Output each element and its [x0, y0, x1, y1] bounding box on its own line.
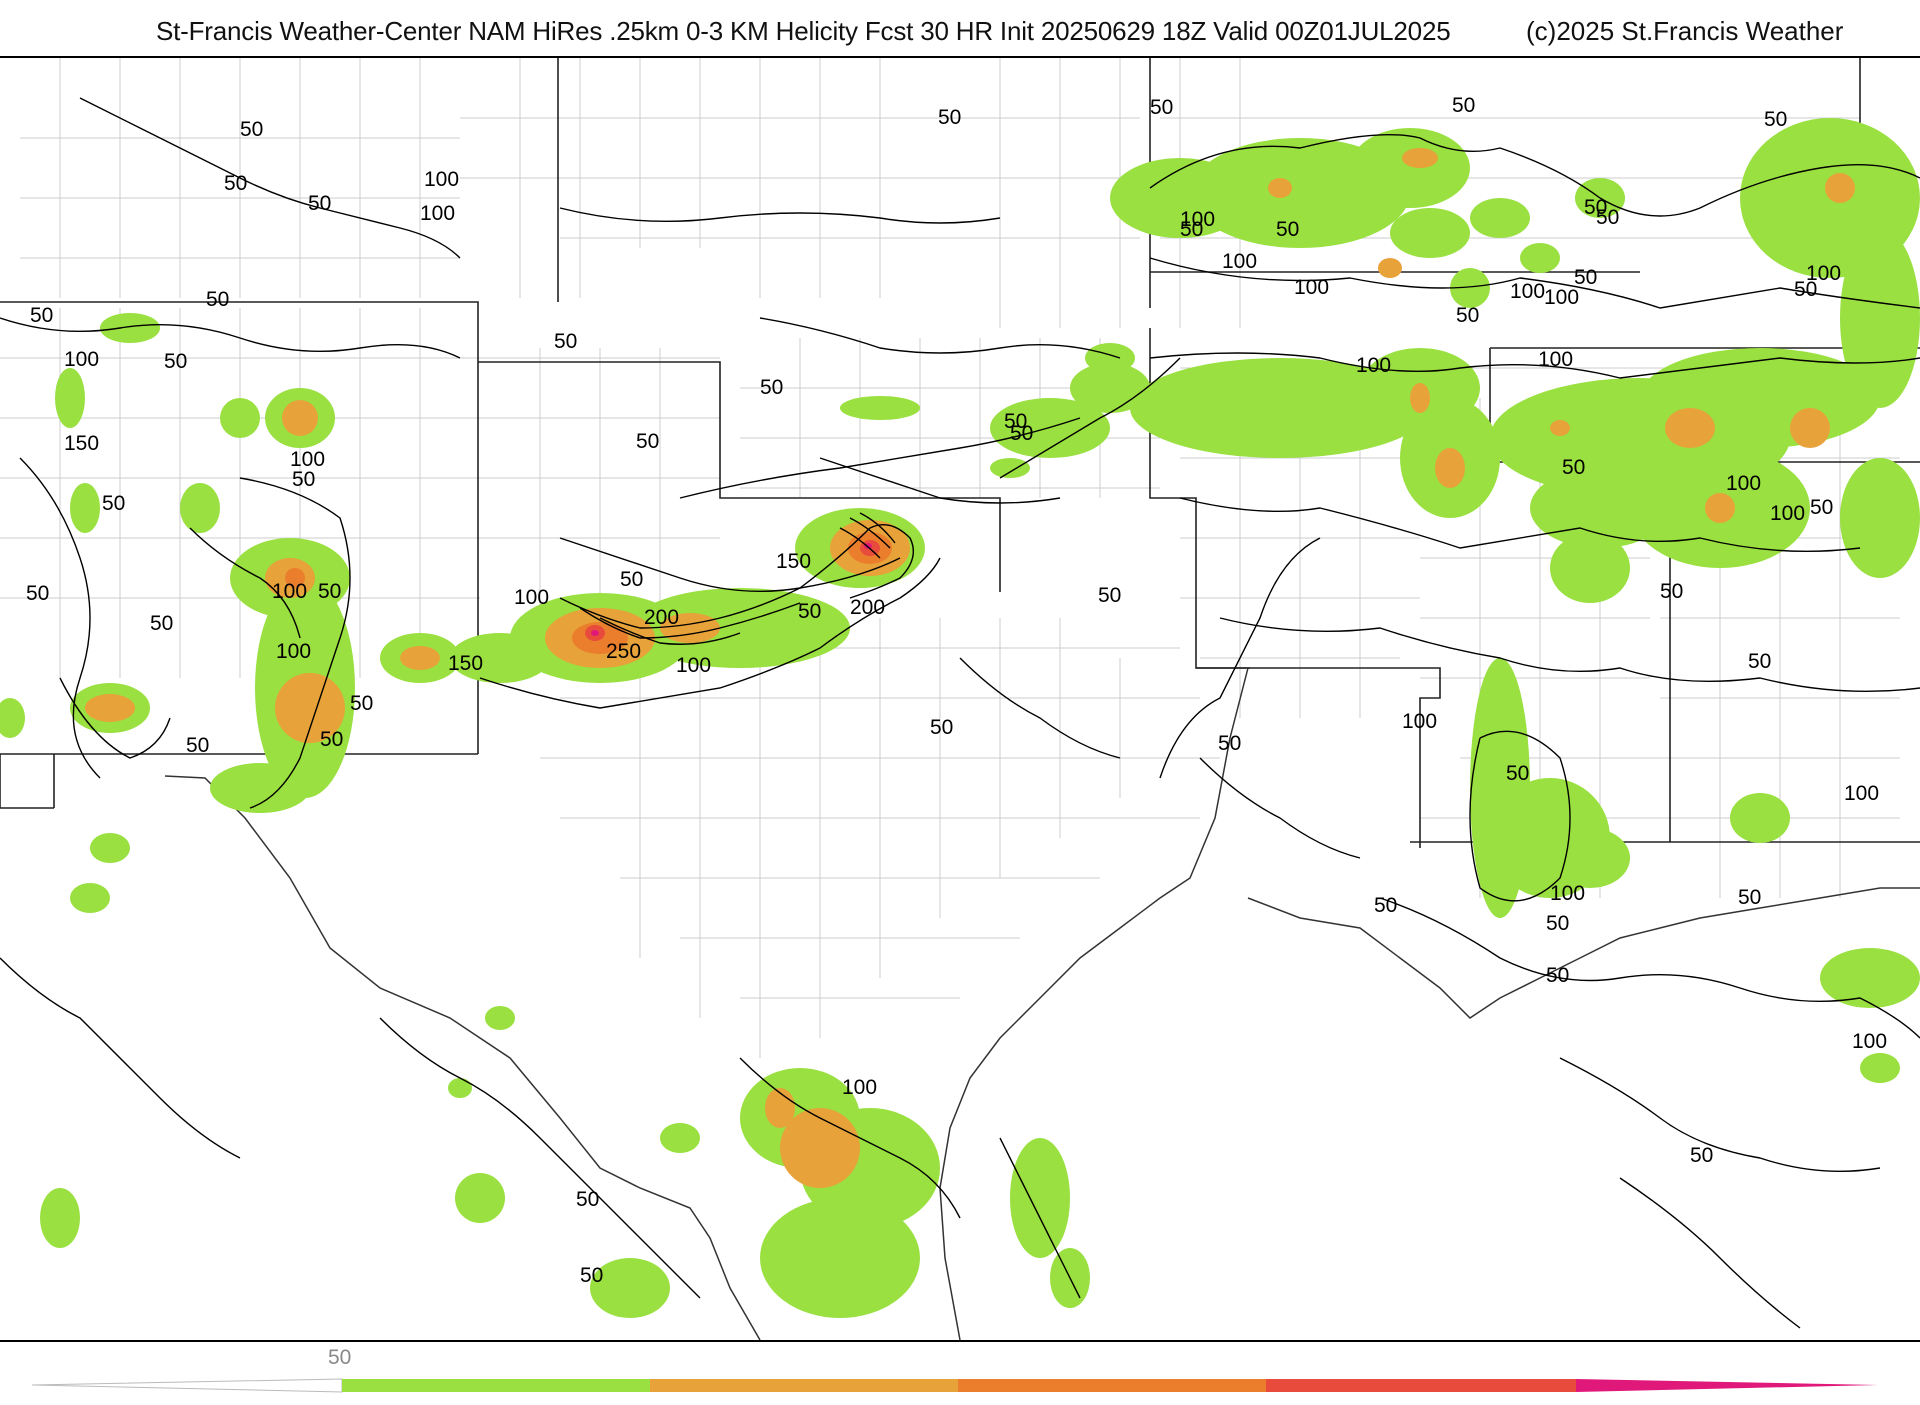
contour-label: 150: [64, 432, 99, 455]
helicity-contours: [0, 97, 1920, 1329]
colorbar-segment-100: [650, 1379, 958, 1392]
contour-label: 100: [1770, 502, 1805, 525]
contour-label: 100: [272, 580, 307, 603]
contour-label: 50: [164, 350, 187, 373]
colorbar-below-min: [31, 1378, 343, 1393]
contour-label: 50: [1794, 278, 1817, 301]
contour-label: 200: [644, 606, 679, 629]
contour-label: 50: [1098, 584, 1121, 607]
contour-label: 100: [1356, 354, 1391, 377]
contour-label: 50: [1660, 580, 1683, 603]
contour-label: 50: [1218, 732, 1241, 755]
colorbar-segment-250: [1576, 1379, 1878, 1392]
contour-label: 50: [1562, 456, 1585, 479]
map-title: St-Francis Weather-Center NAM HiRes .25k…: [156, 16, 1451, 46]
contour-label: 50: [102, 492, 125, 515]
contour-label: 50: [1456, 304, 1479, 327]
contour-label: 50: [350, 692, 373, 715]
contour-label: 100: [1844, 782, 1879, 805]
contour-label: 50: [760, 376, 783, 399]
contour-label: 50: [1452, 94, 1475, 117]
contour-label: 100: [842, 1076, 877, 1099]
contour-label: 50: [1764, 108, 1787, 131]
contour-label: 50: [26, 582, 49, 605]
contour-label: 100: [514, 586, 549, 609]
contour-label: 100: [1180, 208, 1215, 231]
contour-label: 100: [1538, 348, 1573, 371]
map-panel[interactable]: 50 50 50 100 100 50 50 50 50 50 50 50 50…: [0, 56, 1920, 1342]
contour-label: 50: [206, 288, 229, 311]
colorbar-segment-50: [342, 1379, 650, 1392]
county-borders: [0, 58, 1900, 1058]
helicity-map: 50 50 50 100 100 50 50 50 50 50 50 50 50…: [0, 58, 1920, 1340]
contour-label: 50: [798, 600, 821, 623]
contour-label: 50: [1738, 886, 1761, 909]
contour-label: 100: [276, 640, 311, 663]
contour-label: 100: [1544, 286, 1579, 309]
contour-label: 100: [420, 202, 455, 225]
contour-label: 50: [1748, 650, 1771, 673]
contour-label: 100: [1852, 1030, 1887, 1053]
contour-label: 200: [850, 596, 885, 619]
contour-label: 50: [930, 716, 953, 739]
contour-label: 50: [1506, 762, 1529, 785]
contour-label: 50: [1374, 894, 1397, 917]
contour-label: 50: [318, 580, 341, 603]
contour-labels: 50 50 50 100 100 50 50 50 50 50 50 50 50…: [26, 94, 1887, 1287]
contour-label: 100: [1510, 280, 1545, 303]
contour-label: 50: [224, 172, 247, 195]
copyright-notice: (c)2025 St.Francis Weather: [1526, 16, 1844, 46]
contour-label: 50: [580, 1264, 603, 1287]
contour-label: 250: [606, 640, 641, 663]
contour-label: 50: [186, 734, 209, 757]
contour-label: 100: [676, 654, 711, 677]
contour-label: 100: [1806, 262, 1841, 285]
contour-label: 50: [240, 118, 263, 141]
contour-label: 100: [1222, 250, 1257, 273]
title-bar: St-Francis Weather-Center NAM HiRes .25k…: [0, 0, 1920, 56]
contour-label: 50: [1004, 410, 1027, 433]
contour-label: 150: [776, 550, 811, 573]
colorbar-tick-label: 50: [328, 1346, 352, 1369]
helicity-shading: [0, 118, 1920, 1318]
colorbar-segment-200: [1266, 1379, 1576, 1392]
color-scale-bar: [0, 1342, 1920, 1400]
contour-label: 50: [30, 304, 53, 327]
contour-label: 50: [1546, 912, 1569, 935]
contour-label: 100: [1726, 472, 1761, 495]
colorbar-segment-150: [958, 1379, 1266, 1392]
contour-label: 50: [1596, 206, 1619, 229]
contour-label: 50: [150, 612, 173, 635]
contour-label: 50: [576, 1188, 599, 1211]
contour-label: 50: [620, 568, 643, 591]
contour-label: 50: [1150, 96, 1173, 119]
contour-label: 50: [1584, 196, 1607, 219]
contour-label: 150: [448, 652, 483, 675]
contour-label: 50: [1810, 496, 1833, 519]
contour-label: 50: [292, 468, 315, 491]
coastline-and-border: [164, 667, 1920, 1340]
contour-label: 50: [938, 106, 961, 129]
contour-label: 50: [1690, 1144, 1713, 1167]
contour-label: 50: [1276, 218, 1299, 241]
contour-label: 100: [424, 168, 459, 191]
contour-label: 50: [320, 728, 343, 751]
contour-label: 50: [308, 192, 331, 215]
contour-label: 50: [1010, 422, 1033, 445]
contour-label: 100: [1294, 276, 1329, 299]
contour-label: 50: [1546, 964, 1569, 987]
contour-label: 50: [1574, 266, 1597, 289]
color-scale: [31, 1378, 1878, 1393]
contour-label: 100: [1402, 710, 1437, 733]
contour-label: 100: [290, 448, 325, 471]
contour-label: 50: [1180, 218, 1203, 241]
contour-label: 100: [64, 348, 99, 371]
contour-label: 50: [636, 430, 659, 453]
contour-label: 100: [1550, 882, 1585, 905]
contour-label: 50: [554, 330, 577, 353]
